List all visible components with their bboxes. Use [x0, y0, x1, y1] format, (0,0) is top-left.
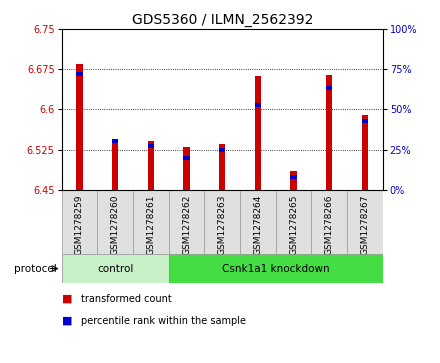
Text: Csnk1a1 knockdown: Csnk1a1 knockdown — [222, 264, 330, 274]
Bar — [76, 64, 83, 190]
Text: GSM1278267: GSM1278267 — [360, 195, 370, 255]
Bar — [204, 190, 240, 254]
Bar — [97, 190, 133, 254]
Bar — [133, 190, 169, 254]
Text: transformed count: transformed count — [81, 294, 172, 304]
Bar — [62, 190, 97, 254]
Text: GSM1278262: GSM1278262 — [182, 195, 191, 255]
Bar — [219, 144, 225, 190]
Bar — [183, 155, 190, 160]
Bar — [255, 102, 261, 107]
Bar — [312, 190, 347, 254]
Text: GSM1278265: GSM1278265 — [289, 195, 298, 255]
Bar — [255, 76, 261, 190]
Bar — [147, 144, 154, 148]
Bar — [290, 171, 297, 190]
Bar — [147, 142, 154, 190]
Bar — [240, 190, 276, 254]
Bar — [347, 190, 383, 254]
Bar — [169, 190, 204, 254]
Bar — [183, 147, 190, 190]
Text: GSM1278261: GSM1278261 — [147, 195, 155, 255]
Text: protocol: protocol — [15, 264, 57, 274]
Text: control: control — [97, 264, 133, 274]
Text: GSM1278266: GSM1278266 — [325, 195, 334, 255]
Text: GSM1278264: GSM1278264 — [253, 195, 262, 255]
Bar — [62, 254, 169, 283]
Bar — [326, 74, 333, 190]
Bar — [112, 139, 118, 143]
Bar — [169, 254, 383, 283]
Text: ■: ■ — [62, 294, 72, 304]
Bar — [219, 147, 225, 151]
Text: GSM1278263: GSM1278263 — [218, 195, 227, 255]
Bar — [290, 175, 297, 179]
Bar — [326, 86, 333, 90]
Bar — [112, 139, 118, 190]
Text: ■: ■ — [62, 316, 72, 326]
Bar — [362, 119, 368, 123]
Text: GSM1278259: GSM1278259 — [75, 195, 84, 255]
Bar — [76, 72, 83, 76]
Bar — [276, 190, 312, 254]
Text: percentile rank within the sample: percentile rank within the sample — [81, 316, 246, 326]
Bar — [362, 115, 368, 190]
Title: GDS5360 / ILMN_2562392: GDS5360 / ILMN_2562392 — [132, 13, 313, 26]
Text: GSM1278260: GSM1278260 — [110, 195, 120, 255]
